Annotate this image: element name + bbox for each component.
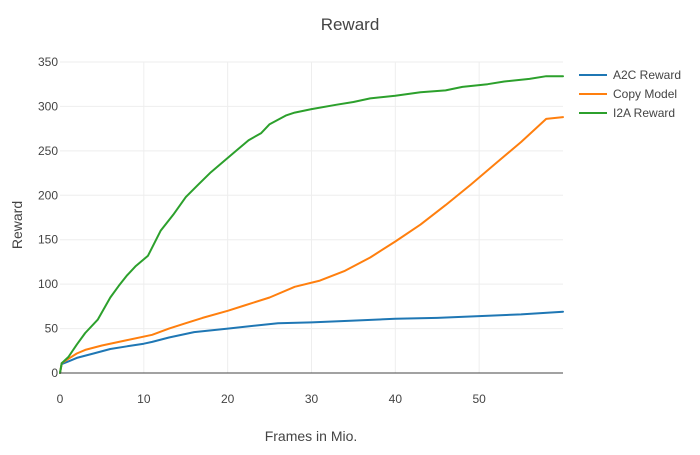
legend-item-a2c-reward[interactable]: A2C Reward <box>579 68 681 82</box>
x-tick-label: 50 <box>472 392 486 406</box>
x-tick-label: 10 <box>137 392 151 406</box>
y-tick-label: 250 <box>38 144 58 158</box>
y-tick-label: 0 <box>51 366 58 380</box>
legend-label: I2A Reward <box>613 106 675 120</box>
x-tick-label: 20 <box>221 392 235 406</box>
legend[interactable]: A2C Reward Copy Model I2A Reward <box>579 68 681 120</box>
x-tick-labels: 0 10 20 30 40 50 <box>57 392 487 406</box>
legend-label: Copy Model <box>613 87 677 101</box>
x-tick-label: 0 <box>57 392 64 406</box>
series-lines <box>59 75 564 374</box>
x-axis-title: Frames in Mio. <box>265 428 358 444</box>
series-line-a2c-reward <box>59 310 564 374</box>
series-line-copy-model <box>59 116 564 374</box>
x-tick-label: 40 <box>389 392 403 406</box>
y-tick-labels: 0 50 100 150 200 250 300 350 <box>38 55 58 380</box>
y-axis-title: Reward <box>9 201 25 249</box>
y-tick-label: 100 <box>38 277 58 291</box>
y-tick-label: 150 <box>38 233 58 247</box>
y-tick-label: 300 <box>38 99 58 113</box>
y-tick-label: 50 <box>45 322 59 336</box>
chart-title: Reward <box>321 15 380 34</box>
grid-lines <box>60 61 563 373</box>
series-line-i2a-reward <box>59 75 564 374</box>
x-tick-label: 30 <box>305 392 319 406</box>
y-tick-label: 350 <box>38 55 58 69</box>
y-tick-label: 200 <box>38 188 58 202</box>
legend-item-i2a-reward[interactable]: I2A Reward <box>579 106 675 120</box>
legend-label: A2C Reward <box>613 68 681 82</box>
legend-item-copy-model[interactable]: Copy Model <box>579 87 677 101</box>
